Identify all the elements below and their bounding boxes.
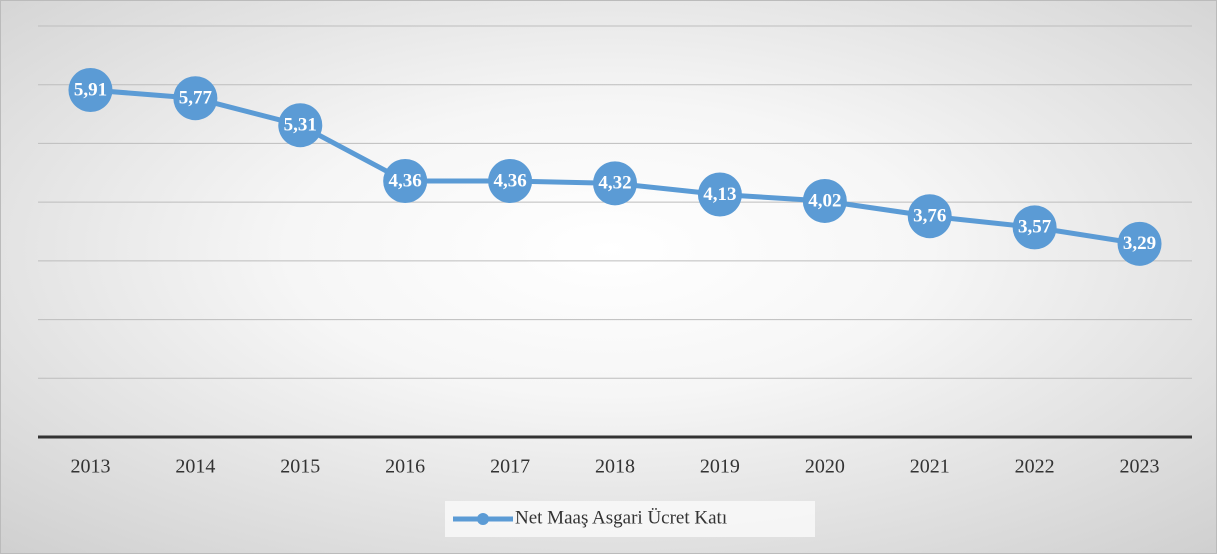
value-label: 3,57 xyxy=(1018,217,1052,238)
x-tick-label: 2020 xyxy=(805,456,845,478)
value-label: 5,77 xyxy=(179,88,213,109)
value-label: 3,29 xyxy=(1123,233,1156,254)
x-tick-label: 2023 xyxy=(1120,456,1160,478)
point-marker xyxy=(383,159,428,204)
x-tick-label: 2016 xyxy=(385,456,425,478)
x-tick-label: 2017 xyxy=(490,456,530,478)
value-label: 5,91 xyxy=(74,79,107,100)
x-tick-label: 2014 xyxy=(175,456,215,478)
point-marker xyxy=(68,67,113,112)
value-label: 3,76 xyxy=(913,206,946,227)
x-tick-label: 2013 xyxy=(70,456,110,478)
value-label: 4,13 xyxy=(703,184,736,205)
value-label: 4,36 xyxy=(493,170,526,191)
point-marker xyxy=(278,103,323,148)
value-label: 4,02 xyxy=(808,190,841,211)
legend-label: Net Maaş Asgari Ücret Katı xyxy=(515,507,727,528)
point-marker xyxy=(173,76,218,121)
point-marker xyxy=(1117,221,1162,266)
value-label: 5,31 xyxy=(284,115,317,136)
x-tick-label: 2019 xyxy=(700,456,740,478)
x-tick-label: 2015 xyxy=(280,456,320,478)
x-tick-label: 2021 xyxy=(910,456,950,478)
x-tick-label: 2018 xyxy=(595,456,635,478)
value-label: 4,32 xyxy=(598,173,631,194)
x-tick-label: 2022 xyxy=(1015,456,1055,478)
point-marker xyxy=(1012,205,1057,250)
point-marker xyxy=(697,172,742,217)
point-marker xyxy=(593,161,637,206)
point-marker xyxy=(488,159,533,204)
value-label: 4,36 xyxy=(389,170,422,191)
legend-marker xyxy=(477,513,489,525)
point-marker xyxy=(907,194,952,239)
point-marker xyxy=(802,178,847,223)
